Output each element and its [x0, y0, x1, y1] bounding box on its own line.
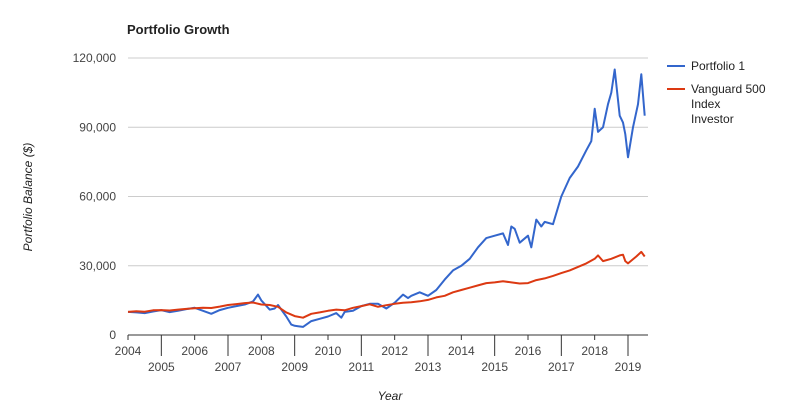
x-tick-label: 2006 [181, 344, 208, 358]
x-tick-label: 2019 [615, 360, 642, 374]
legend-label: Vanguard 500 Index Investor [691, 82, 766, 126]
x-axis-title: Year [378, 389, 404, 403]
y-tick-label: 0 [109, 328, 116, 342]
chart-title: Portfolio Growth [127, 22, 230, 37]
x-tick-label: 2018 [581, 344, 608, 358]
x-tick-label: 2012 [381, 344, 408, 358]
y-tick-label: 90,000 [79, 120, 116, 134]
x-axis-ticks: 2004 2005 2006 2007 2008 2009 2010 2011 2012 2013… [115, 335, 642, 374]
x-tick-label: 2009 [281, 360, 308, 374]
x-tick-label: 2016 [515, 344, 542, 358]
x-tick-label: 2015 [481, 360, 508, 374]
x-tick-label: 2013 [415, 360, 442, 374]
x-tick-label: 2014 [448, 344, 475, 358]
x-tick-label: 2004 [115, 344, 142, 358]
series-line-2 [127, 250, 646, 319]
y-tick-label: 60,000 [79, 190, 116, 204]
y-tick-label: 30,000 [79, 259, 116, 273]
legend-label: Portfolio 1 [691, 59, 745, 73]
grid-lines [128, 57, 648, 267]
x-tick-label: 2005 [148, 360, 175, 374]
x-tick-label: 2010 [315, 344, 342, 358]
x-tick-label: 2008 [248, 344, 275, 358]
series-lines [127, 68, 646, 328]
x-tick-label: 2011 [348, 360, 374, 374]
series-line-1 [127, 68, 646, 328]
y-axis-ticks: 0 30,000 60,000 90,000 120,000 [73, 51, 117, 342]
x-tick-label: 2007 [215, 360, 242, 374]
x-tick-label: 2017 [548, 360, 575, 374]
y-tick-label: 120,000 [73, 51, 117, 65]
legend: Portfolio 1 Vanguard 500 Index Investor [667, 59, 766, 126]
y-axis-title: Portfolio Balance ($) [21, 143, 35, 252]
